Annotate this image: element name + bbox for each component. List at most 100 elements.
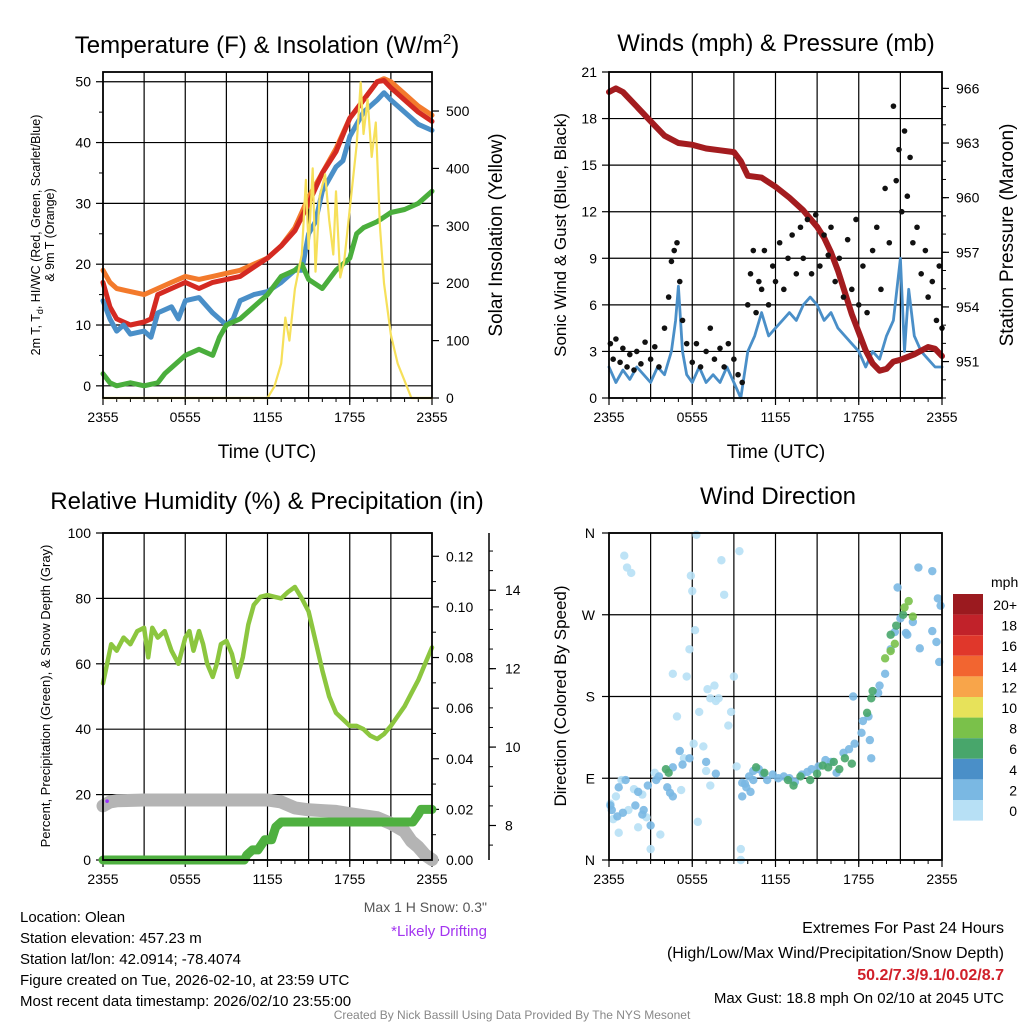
gust-point	[781, 286, 787, 293]
wind-direction-chart: 2355 0555 1155 1755 2355 N E S W N	[582, 525, 958, 887]
y2-tick-label: 0.08	[446, 650, 473, 666]
gust-point	[627, 351, 633, 358]
y2-tick-label: 966	[956, 80, 980, 96]
wind-direction-point	[724, 721, 733, 730]
extremes-subtitle: (High/Low/Max Wind/Precipitation/Snow De…	[667, 945, 1004, 962]
wind-direction-point	[849, 692, 858, 701]
temperature-chart: 2355 0555 1155 1755 235501020304050010020030…	[75, 71, 470, 425]
station-elevation: Station elevation: 457.23 m	[20, 930, 202, 947]
legend-swatch	[953, 758, 983, 780]
wind-direction-point	[762, 775, 772, 785]
x-tick-label: 0555	[677, 409, 708, 425]
gust-point	[620, 345, 626, 352]
station-latlon: Station lat/lon: 42.0914; -78.4074	[20, 951, 241, 968]
y-tick-label: 0	[589, 390, 597, 406]
gust-point	[849, 286, 855, 293]
x-tick-label: 1155	[760, 409, 790, 425]
wind-direction-point	[862, 708, 872, 718]
wind-direction-point	[760, 768, 769, 777]
legend-swatch	[953, 697, 983, 718]
gust-point	[936, 263, 943, 269]
humidity-chart: 2355 0555 1155 1755 2355 0 20 40 60 80 100 0.00 0.02…	[68, 525, 521, 887]
wind-direction-point	[710, 681, 719, 690]
legend-title: mph	[991, 574, 1018, 590]
legend-swatch	[953, 614, 983, 636]
wind-direction-point	[789, 781, 798, 790]
wind-direction-point	[880, 669, 890, 678]
wind-direction-point	[850, 739, 859, 748]
speed-legend: mph 20+ 18 16 14 12 10 8 6 4 2 0	[953, 574, 1018, 821]
x-tick-label: 1155	[760, 871, 790, 887]
y2-tick-label: 951	[956, 354, 980, 370]
gust-point	[789, 232, 795, 238]
wind-direction-point	[932, 637, 941, 647]
y-tick-label: S	[586, 689, 595, 705]
y2-tick-label: 200	[446, 275, 470, 291]
gust-point	[750, 247, 757, 254]
gust-point	[721, 364, 727, 370]
gust-point	[753, 309, 759, 316]
wind-direction-point	[805, 775, 815, 785]
gust-point	[638, 361, 644, 367]
wind-direction-point	[633, 823, 643, 832]
legend-swatch	[953, 800, 983, 821]
y2-tick-label: 0.06	[446, 700, 473, 716]
wind-direction-point	[928, 566, 937, 576]
wind-direction-point	[928, 626, 937, 636]
gust-point	[769, 263, 776, 269]
x-tick-label: 0555	[677, 871, 708, 887]
y2-tick-label: 500	[446, 103, 470, 119]
x-tick-label: 2355	[593, 409, 624, 425]
wind-direction-point	[606, 801, 615, 810]
credit-line: Created By Nick Bassill Using Data Provi…	[334, 1008, 691, 1022]
y-tick-label: N	[585, 852, 595, 868]
wind-direction-point	[812, 769, 822, 778]
y-tick-label: 40	[75, 135, 91, 151]
gust-point	[836, 255, 843, 262]
gust-point	[717, 345, 723, 352]
wind-direction-point	[627, 568, 636, 578]
wind-direction-point	[646, 821, 655, 830]
gust-point	[817, 263, 823, 269]
gust-point	[907, 154, 913, 161]
winds-chart-title: Winds (mph) & Pressure (mb)	[617, 30, 934, 57]
gust-point	[844, 236, 851, 243]
gust-point	[756, 278, 762, 285]
gust-point	[758, 286, 765, 293]
gust-point	[890, 103, 897, 109]
y-tick-label: 20	[75, 787, 91, 803]
legend-swatch	[953, 738, 983, 759]
max-gust: Max Gust: 18.8 mph On 02/10 at 2045 UTC	[714, 990, 1004, 1007]
gust-point	[689, 359, 696, 366]
gust-point	[735, 371, 741, 378]
wind-direction-point	[933, 594, 943, 603]
y-tick-label: 21	[581, 64, 597, 80]
x-tick-label: 1755	[843, 871, 874, 887]
wind-direction-point	[735, 546, 744, 556]
y-tick-label: 15	[581, 157, 597, 173]
wind-direction-point	[865, 735, 875, 745]
gust-point	[800, 255, 807, 262]
gust-point	[853, 216, 859, 223]
legend-swatch	[953, 655, 983, 677]
yellow-solar-line	[101, 81, 434, 400]
gust-point	[642, 339, 648, 345]
gust-point	[840, 294, 847, 300]
gust-point	[613, 336, 619, 342]
temperature-chart-title: Temperature (F) & Insolation (W/m2)	[75, 31, 459, 59]
drifting-note: *Likely Drifting	[391, 923, 487, 940]
wind-direction-point	[614, 828, 623, 837]
gust-point	[725, 340, 732, 347]
wind-direction-point	[694, 707, 704, 717]
wind-direction-point	[703, 685, 712, 694]
legend-swatch	[953, 717, 983, 739]
wind-direction-point	[867, 754, 876, 763]
y2-tick-label: 0	[446, 390, 454, 406]
y2-tick-label: 400	[446, 160, 470, 176]
x-tick-label: 2355	[593, 871, 624, 887]
wind-direction-point	[688, 586, 697, 596]
y2-tick-label: 0.10	[446, 599, 473, 615]
gust-point	[661, 325, 668, 331]
